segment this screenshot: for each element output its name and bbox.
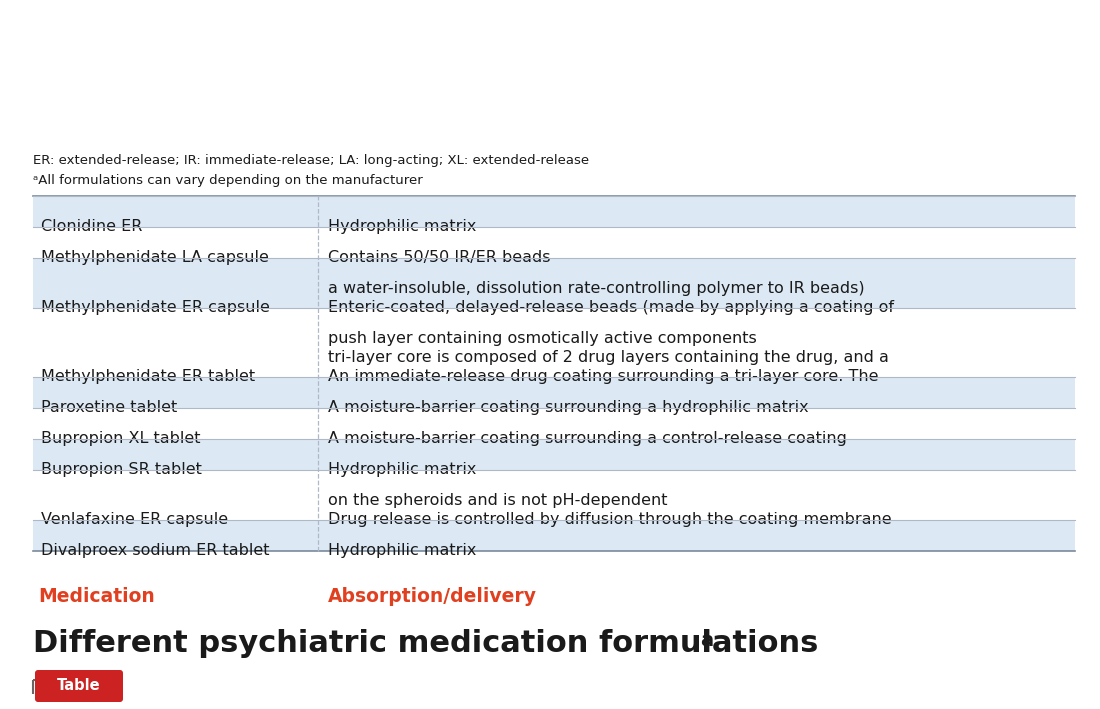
Text: ER: extended-release; IR: immediate-release; LA: long-acting; XL: extended-relea: ER: extended-release; IR: immediate-rele…: [33, 154, 590, 167]
Bar: [33, 308, 1075, 377]
Text: Clonidine ER: Clonidine ER: [41, 219, 142, 234]
Text: Drug release is controlled by diffusion through the coating membrane: Drug release is controlled by diffusion …: [328, 512, 892, 527]
Text: Hydrophilic matrix: Hydrophilic matrix: [328, 543, 476, 558]
Text: Hydrophilic matrix: Hydrophilic matrix: [328, 462, 476, 477]
Bar: [33, 196, 1075, 227]
Text: a: a: [700, 631, 713, 650]
Bar: [33, 520, 1075, 551]
Text: Hydrophilic matrix: Hydrophilic matrix: [328, 219, 476, 234]
FancyBboxPatch shape: [35, 670, 123, 702]
Text: Enteric-coated, delayed-release beads (made by applying a coating of: Enteric-coated, delayed-release beads (m…: [328, 300, 894, 315]
Bar: [33, 439, 1075, 470]
Text: An immediate-release drug coating surrounding a tri-layer core. The: An immediate-release drug coating surrou…: [328, 369, 879, 384]
Bar: [33, 258, 1075, 308]
Text: Methylphenidate LA capsule: Methylphenidate LA capsule: [41, 250, 268, 265]
Text: tri-layer core is composed of 2 drug layers containing the drug, and a: tri-layer core is composed of 2 drug lay…: [328, 350, 889, 365]
Text: Divalproex sodium ER tablet: Divalproex sodium ER tablet: [41, 543, 270, 558]
Bar: [33, 470, 1075, 520]
Bar: [33, 408, 1075, 439]
Bar: [33, 377, 1075, 408]
Text: Bupropion SR tablet: Bupropion SR tablet: [41, 462, 202, 477]
Text: push layer containing osmotically active components: push layer containing osmotically active…: [328, 331, 757, 346]
Bar: [33, 227, 1075, 258]
Text: on the spheroids and is not pH-dependent: on the spheroids and is not pH-dependent: [328, 493, 668, 508]
Text: A moisture-barrier coating surrounding a hydrophilic matrix: A moisture-barrier coating surrounding a…: [328, 400, 808, 415]
Text: Methylphenidate ER capsule: Methylphenidate ER capsule: [41, 300, 270, 315]
Text: Paroxetine tablet: Paroxetine tablet: [41, 400, 177, 415]
Text: Absorption/delivery: Absorption/delivery: [328, 587, 537, 606]
Text: Bupropion XL tablet: Bupropion XL tablet: [41, 431, 200, 446]
Text: Contains 50/50 IR/ER beads: Contains 50/50 IR/ER beads: [328, 250, 550, 265]
Text: ᵃAll formulations can vary depending on the manufacturer: ᵃAll formulations can vary depending on …: [33, 174, 422, 187]
Text: Different psychiatric medication formulations: Different psychiatric medication formula…: [33, 629, 818, 658]
Text: Venlafaxine ER capsule: Venlafaxine ER capsule: [41, 512, 228, 527]
Text: a water-insoluble, dissolution rate-controlling polymer to IR beads): a water-insoluble, dissolution rate-cont…: [328, 281, 865, 296]
Text: Table: Table: [57, 679, 101, 693]
Text: Medication: Medication: [39, 587, 155, 606]
Text: A moisture-barrier coating surrounding a control-release coating: A moisture-barrier coating surrounding a…: [328, 431, 847, 446]
Text: Methylphenidate ER tablet: Methylphenidate ER tablet: [41, 369, 255, 384]
